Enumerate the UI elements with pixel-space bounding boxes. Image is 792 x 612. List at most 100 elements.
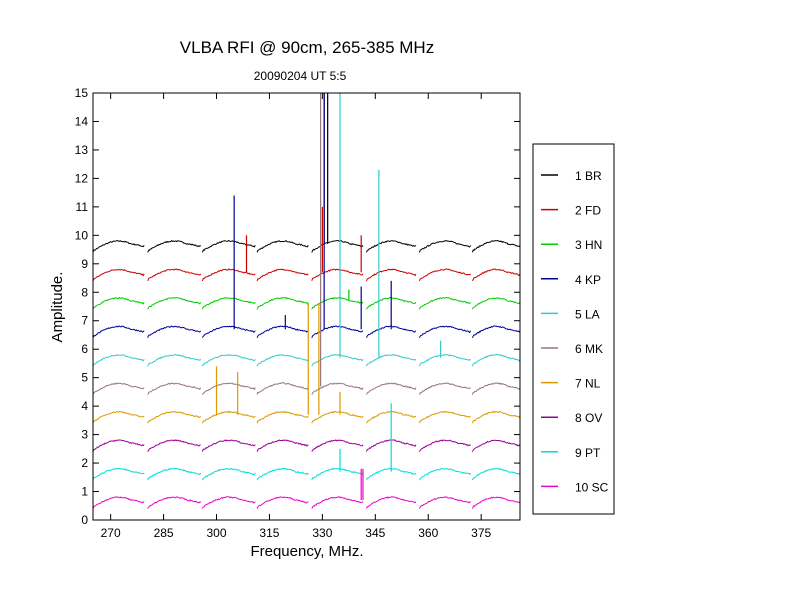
series-line-segment: [311, 496, 364, 509]
series-line-segment: [201, 496, 256, 509]
series-line-segment: [418, 439, 471, 452]
series-line-segment: [471, 382, 521, 395]
y-tick-label: 6: [81, 342, 88, 356]
series-line-segment: [471, 410, 521, 424]
series-line-segment: [256, 268, 309, 282]
y-tick-label: 11: [76, 200, 89, 214]
series-line-segment: [418, 467, 472, 481]
series-line-segment: [92, 410, 145, 424]
series-line-segment: [201, 268, 256, 282]
series-line-segment: [471, 268, 521, 282]
series-line-segment: [92, 439, 145, 452]
legend-label: 3 HN: [575, 238, 602, 252]
series-line-segment: [366, 268, 417, 282]
series-line-segment: [201, 382, 256, 395]
series-line-segment: [471, 239, 521, 253]
series-line-segment: [92, 325, 145, 338]
series-line-segment: [201, 240, 256, 253]
series-line-segment: [311, 467, 364, 481]
chart-subtitle: 20090204 UT 5:5: [254, 69, 347, 83]
x-tick-label: 300: [206, 526, 226, 540]
series-line-segment: [256, 439, 309, 452]
series-line-segment: [147, 297, 202, 310]
series-line-segment: [147, 382, 202, 395]
legend-label: 5 LA: [575, 307, 600, 321]
series-line-segment: [201, 325, 256, 339]
plot-frame: [92, 92, 521, 521]
series-line-segment: [418, 496, 471, 509]
legend-label: 1 BR: [575, 169, 602, 183]
series-line-segment: [147, 325, 202, 338]
legend-label: 2 FD: [575, 204, 601, 218]
series-line-segment: [201, 354, 256, 367]
y-tick-label: 10: [75, 228, 89, 242]
series-line-segment: [366, 496, 417, 509]
series-8-ov: [92, 439, 521, 452]
series-line-segment: [201, 410, 256, 424]
series-line-segment: [147, 439, 201, 452]
series-line-segment: [92, 296, 145, 310]
series-1-br: [92, 93, 521, 253]
series-line-segment: [311, 382, 364, 395]
series-line-segment: [147, 496, 202, 509]
chart-title: VLBA RFI @ 90cm, 265-385 MHz: [180, 38, 434, 57]
y-tick-label: 15: [75, 86, 89, 100]
series-line-segment: [311, 325, 364, 338]
series-line-segment: [147, 353, 202, 367]
series-line-segment: [256, 410, 309, 424]
series-line-segment: [147, 411, 202, 424]
y-tick-label: 7: [81, 314, 88, 328]
series-line-segment: [92, 240, 145, 253]
legend-label: 6 MK: [575, 342, 603, 356]
series-line-segment: [471, 325, 521, 339]
series-line-segment: [366, 353, 417, 367]
series-line-segment: [311, 268, 364, 282]
series-line-segment: [311, 410, 364, 424]
series-line-segment: [92, 467, 145, 481]
series-line-segment: [471, 353, 521, 367]
series-line-segment: [256, 382, 309, 395]
series-line-segment: [201, 297, 256, 310]
series-line-segment: [366, 382, 417, 395]
series-line-segment: [418, 268, 471, 282]
x-tick-label: 330: [312, 526, 332, 540]
y-tick-label: 5: [81, 371, 88, 385]
series-7-nl: [92, 303, 521, 424]
y-tick-label: 1: [81, 485, 88, 499]
series-line-segment: [311, 439, 364, 452]
y-tick-label: 13: [75, 143, 89, 157]
series-line-segment: [471, 467, 521, 481]
x-tick-label: 270: [101, 526, 121, 540]
y-tick-label: 8: [81, 285, 88, 299]
series-line-segment: [92, 354, 145, 367]
series-line-segment: [92, 496, 145, 509]
series-line-segment: [256, 496, 309, 509]
y-axis-label: Amplitude.: [49, 272, 66, 343]
series-line-segment: [418, 382, 471, 395]
series-4-kp: [92, 93, 521, 339]
y-tick-label: 3: [81, 428, 88, 442]
series-line-segment: [256, 296, 309, 310]
series-line-segment: [147, 268, 202, 282]
series-2-fd: [92, 206, 521, 282]
y-tick-label: 4: [81, 399, 88, 413]
series-line-segment: [256, 353, 309, 367]
series-line-segment: [201, 439, 256, 452]
y-tick-label: 9: [81, 257, 88, 271]
series-9-pt: [92, 403, 521, 481]
series-line-segment: [311, 353, 364, 367]
x-tick-label: 375: [471, 526, 491, 540]
series-line-segment: [256, 325, 309, 338]
series-line-segment: [418, 325, 472, 339]
x-tick-label: 360: [418, 526, 438, 540]
series-line-segment: [92, 382, 145, 395]
series-line-segment: [418, 410, 471, 424]
series-5-la: [92, 93, 521, 367]
y-tick-label: 0: [81, 513, 88, 527]
x-tick-label: 345: [365, 526, 385, 540]
series-line-segment: [418, 240, 472, 253]
x-axis-label: Frequency, MHz.: [250, 543, 363, 560]
legend-label: 10 SC: [575, 480, 609, 494]
series-line-segment: [311, 239, 364, 253]
